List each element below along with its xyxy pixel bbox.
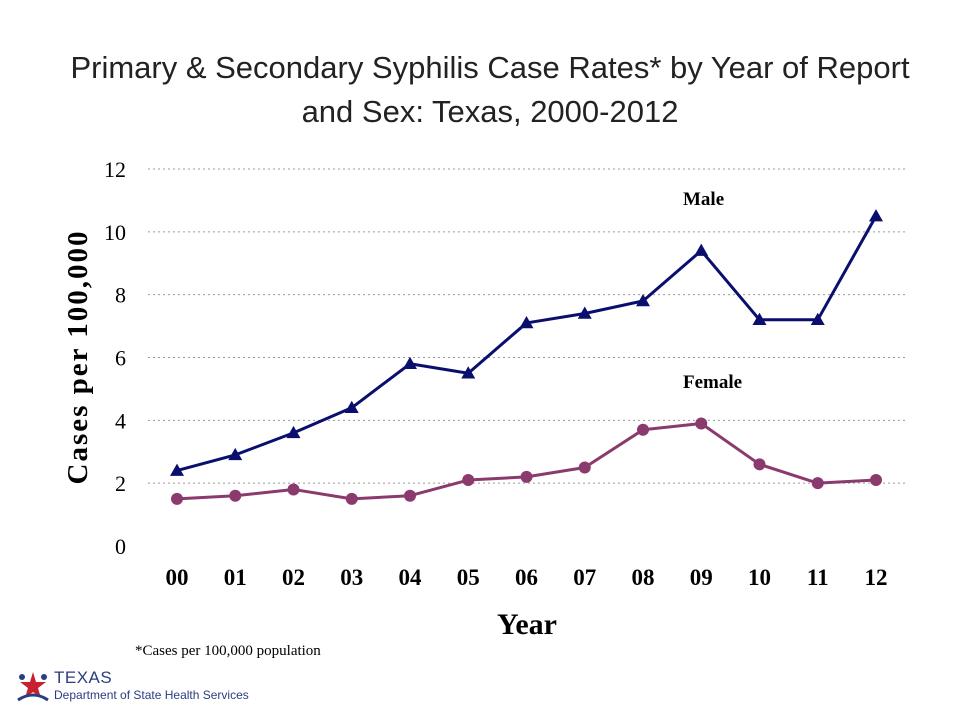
marker-female-00 — [171, 492, 183, 505]
x-tick-label-09: 09 — [690, 565, 713, 590]
logo-department-name: Department of State Health Services — [54, 688, 249, 702]
marker-female-08 — [637, 423, 649, 436]
y-tick-label-12: 12 — [104, 157, 126, 182]
y-tick-label-0: 0 — [115, 534, 126, 559]
x-tick-label-01: 01 — [224, 565, 247, 590]
x-tick-label-11: 11 — [807, 565, 829, 590]
x-tick-label-04: 04 — [399, 565, 423, 590]
y-tick-label-10: 10 — [104, 220, 126, 245]
gridlines — [148, 168, 905, 484]
marker-male-12 — [869, 209, 883, 222]
marker-female-09 — [695, 417, 708, 430]
series-lines — [170, 209, 883, 505]
dshs-logo: TEXAS Department of State Health Service… — [14, 668, 249, 708]
marker-male-08 — [636, 293, 650, 307]
marker-male-03 — [344, 400, 359, 414]
series-line-male — [176, 215, 878, 473]
series-label-female: Female — [683, 372, 742, 393]
slide-title: Primary & Secondary Syphilis Case Rates*… — [70, 50, 910, 129]
x-tick-label-08: 08 — [632, 565, 655, 590]
x-tick-label-00: 00 — [166, 565, 189, 590]
marker-female-01 — [229, 489, 242, 502]
marker-male-10 — [752, 312, 767, 326]
x-tick-label-06: 06 — [515, 565, 538, 590]
marker-female-05 — [462, 474, 475, 487]
marker-female-10 — [753, 458, 766, 471]
x-tick-label-02: 02 — [282, 565, 305, 590]
x-axis-label: Year — [497, 608, 557, 641]
y-tick-label-2: 2 — [115, 471, 126, 496]
x-tick-label-07: 07 — [573, 565, 596, 590]
marker-female-04 — [404, 489, 416, 502]
x-tick-label-05: 05 — [457, 565, 480, 590]
y-tick-label-8: 8 — [115, 283, 126, 308]
marker-female-07 — [578, 461, 591, 474]
series-line-female — [176, 421, 877, 501]
y-axis-label: Cases per 100,000 — [62, 230, 94, 485]
marker-female-12 — [870, 474, 882, 487]
marker-female-11 — [811, 477, 824, 490]
y-tick-labels: 0 2 4 6 8 10 12 — [104, 157, 126, 559]
marker-female-02 — [287, 483, 300, 496]
x-tick-label-12: 12 — [865, 565, 888, 590]
x-tick-label-10: 10 — [748, 565, 771, 590]
marker-male-11 — [810, 312, 825, 326]
y-tick-label-6: 6 — [115, 346, 126, 371]
marker-male-00 — [170, 463, 184, 476]
series-labels: Male Female — [683, 189, 742, 393]
marker-male-02 — [286, 425, 301, 439]
logo-wordmark: TEXAS — [54, 668, 113, 687]
marker-female-03 — [345, 492, 358, 505]
y-tick-label-4: 4 — [115, 408, 126, 433]
marker-male-06 — [519, 315, 534, 329]
marker-male-04 — [403, 356, 417, 370]
footnote: *Cases per 100,000 population — [135, 643, 321, 659]
texas-star-people-logo-icon — [17, 672, 49, 702]
x-tick-labels: 00 01 02 03 04 05 06 07 08 09 10 11 12 — [166, 565, 888, 590]
marker-male-07 — [577, 306, 592, 319]
marker-female-06 — [520, 470, 533, 483]
marker-male-09 — [694, 243, 709, 256]
x-tick-label-03: 03 — [340, 565, 363, 590]
series-label-male: Male — [683, 189, 724, 210]
marker-male-05 — [461, 366, 476, 379]
marker-male-01 — [228, 447, 243, 461]
